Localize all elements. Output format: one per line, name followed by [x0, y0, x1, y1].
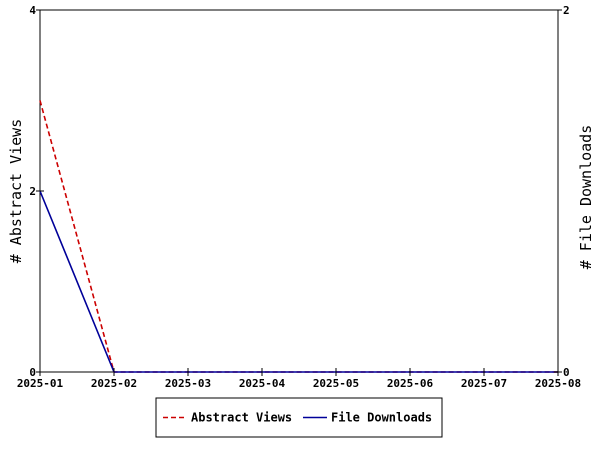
plot-area-frame [39, 9, 559, 373]
series-line-file-downloads [39, 190, 558, 373]
y-left-tick-label: 0 [29, 366, 36, 379]
y-left-tick-label: 2 [29, 185, 36, 198]
y-left-tick-label: 4 [29, 4, 36, 17]
legend-label-abstract-views: Abstract Views [191, 411, 292, 425]
y-axis-left-title: # Abstract Views [7, 119, 25, 264]
x-tick-label: 2025-01 [17, 377, 64, 390]
legend: Abstract Views File Downloads [155, 397, 443, 438]
legend-label-file-downloads: File Downloads [331, 411, 432, 425]
y-axis-right-title: # File Downloads [577, 125, 595, 270]
x-tick-label: 2025-04 [239, 377, 286, 390]
x-tick-label: 2025-08 [535, 377, 581, 390]
x-tick-label: 2025-07 [461, 377, 507, 390]
x-tick-label: 2025-05 [313, 377, 359, 390]
y-right-tick-label: 2 [563, 4, 570, 17]
y-right-tick-label: 0 [563, 366, 570, 379]
x-tick-label: 2025-06 [387, 377, 434, 390]
x-tick-label: 2025-03 [165, 377, 211, 390]
x-tick-label: 2025-02 [91, 377, 137, 390]
legend-box [155, 397, 443, 438]
